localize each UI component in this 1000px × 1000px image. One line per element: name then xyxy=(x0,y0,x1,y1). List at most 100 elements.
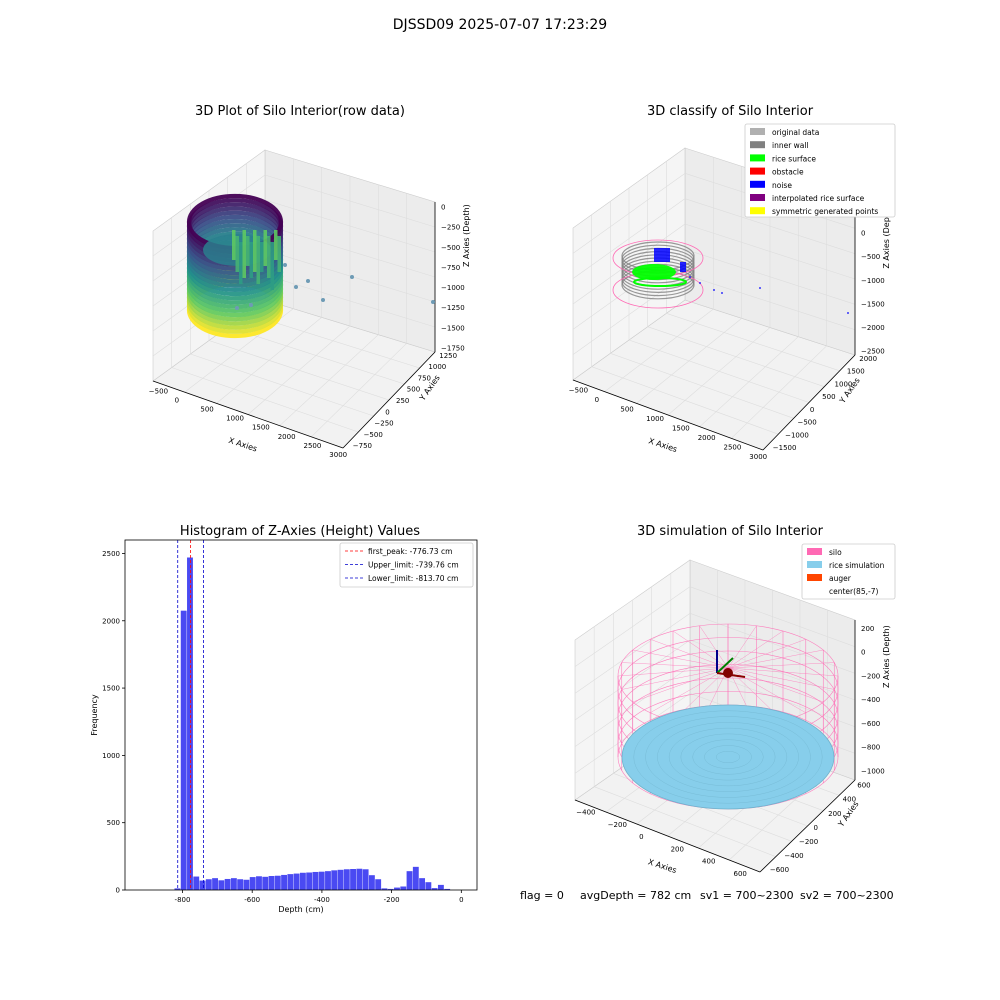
y-tick-label: 600 xyxy=(857,782,870,790)
legend-label: interpolated rice surface xyxy=(772,194,865,203)
classify-legend xyxy=(744,123,896,218)
silo-roof-wire xyxy=(632,667,729,703)
x-tick-label: -400 xyxy=(314,896,330,904)
obstacle-points xyxy=(270,242,274,290)
y-tick-label: 1000 xyxy=(835,380,853,388)
silo-roof-wire xyxy=(650,638,729,669)
z-tick-label: 0 xyxy=(441,204,445,212)
noise-point xyxy=(721,292,723,294)
noise-points xyxy=(654,248,670,262)
histogram-bar xyxy=(387,888,394,890)
y-tick-label: 750 xyxy=(418,374,431,382)
histogram-bar xyxy=(299,872,306,890)
y-tick-label: 2000 xyxy=(102,617,120,625)
z-tick-label: −500 xyxy=(861,253,880,261)
histogram-bar xyxy=(425,882,432,890)
y-tick-label: 0 xyxy=(116,887,120,895)
noise-points xyxy=(680,262,686,272)
x-tick-label: −400 xyxy=(576,809,595,817)
histogram-bar xyxy=(293,873,300,890)
y-axis-line xyxy=(759,779,856,873)
histogram-bar xyxy=(350,869,357,890)
obstacle-points xyxy=(242,230,246,278)
y-tick-label: −1500 xyxy=(773,444,797,452)
simulation-plot-title: 3D simulation of Silo Interior xyxy=(637,524,823,539)
silo-roof-wire xyxy=(727,667,824,703)
x-tick-label: -800 xyxy=(175,896,191,904)
classified-point-cloud xyxy=(612,239,849,314)
y-tick-label: −200 xyxy=(799,838,818,846)
y-axis-line xyxy=(342,351,436,449)
rice-surface-points xyxy=(632,264,676,280)
rice-mesh-ring xyxy=(716,751,740,763)
histogram-bar xyxy=(243,879,250,890)
x-tick-label: 1500 xyxy=(672,424,690,432)
silo-roof-wire xyxy=(672,630,729,669)
x-tick-label: 500 xyxy=(200,406,213,414)
outlier-point xyxy=(283,263,287,267)
y-tick-label: 1500 xyxy=(847,368,865,376)
legend-label: noise xyxy=(772,181,792,190)
x-tick-label: 0 xyxy=(595,396,599,404)
histogram-bar xyxy=(444,888,451,890)
legend-label: rice simulation xyxy=(829,561,885,570)
histogram-bar xyxy=(431,888,438,890)
rice-mesh-ring xyxy=(680,733,776,781)
legend-label: symmetric generated points xyxy=(772,207,878,216)
x-tick-label: -200 xyxy=(384,896,400,904)
outlier-point xyxy=(294,285,298,289)
x-tick-label: -600 xyxy=(244,896,260,904)
raw-point-cloud xyxy=(186,193,435,339)
histogram-bar xyxy=(224,878,231,890)
histogram-bar xyxy=(325,871,331,890)
legend-frame xyxy=(744,123,896,218)
histogram-bar xyxy=(256,876,262,890)
obstacle-points xyxy=(249,242,253,278)
histogram-bar xyxy=(262,876,269,890)
histogram-bar xyxy=(368,875,375,890)
z-tick-label: −750 xyxy=(441,264,460,272)
histogram-bar xyxy=(180,610,187,890)
silo-roof-wire xyxy=(727,638,806,669)
grid-line xyxy=(684,274,856,330)
obstacle-points xyxy=(253,230,257,272)
outlier-point xyxy=(431,300,435,304)
legend-label: Upper_limit: -739.76 cm xyxy=(368,561,459,570)
x-tick-label: 2000 xyxy=(698,434,716,442)
y-tick-label: −500 xyxy=(797,419,816,427)
rice-mesh-ring xyxy=(645,716,811,798)
legend-label: silo xyxy=(829,548,842,557)
x-tick-label: 500 xyxy=(620,405,633,413)
y-axis-line xyxy=(762,354,856,451)
obstacle-points xyxy=(235,236,239,272)
obstacle-points xyxy=(239,242,243,284)
x-tick-label: 2500 xyxy=(304,442,322,450)
histogram-bar xyxy=(362,869,369,890)
obstacle-points xyxy=(232,230,236,260)
histogram-bar xyxy=(268,876,275,890)
legend-label: center(85,-7) xyxy=(829,587,878,596)
classify-plot-title: 3D classify of Silo Interior xyxy=(646,104,814,119)
histogram-legend xyxy=(339,542,474,588)
x-tick-label: −200 xyxy=(608,821,627,829)
rice-mesh-ring xyxy=(704,745,752,769)
y-tick-label: 2000 xyxy=(859,355,877,363)
grid-line xyxy=(666,313,840,372)
z-tick-label: −1500 xyxy=(441,324,465,332)
x-axis-label: X Axies xyxy=(227,436,258,454)
x-tick-label: 2500 xyxy=(724,443,742,451)
legend-label: auger xyxy=(829,574,852,583)
silo-roof-wire xyxy=(727,662,835,669)
histogram-bar xyxy=(356,868,363,890)
outlier-point xyxy=(321,298,325,302)
histogram-bar xyxy=(306,872,313,890)
legend-swatch xyxy=(807,561,822,568)
histogram-bar xyxy=(412,866,419,890)
histogram-bar xyxy=(187,557,193,890)
z-tick-label: −400 xyxy=(861,696,880,704)
histogram-bar xyxy=(343,869,350,890)
noise-point xyxy=(847,312,849,314)
y-tick-label: 500 xyxy=(407,386,420,394)
histogram-bar xyxy=(193,876,200,890)
